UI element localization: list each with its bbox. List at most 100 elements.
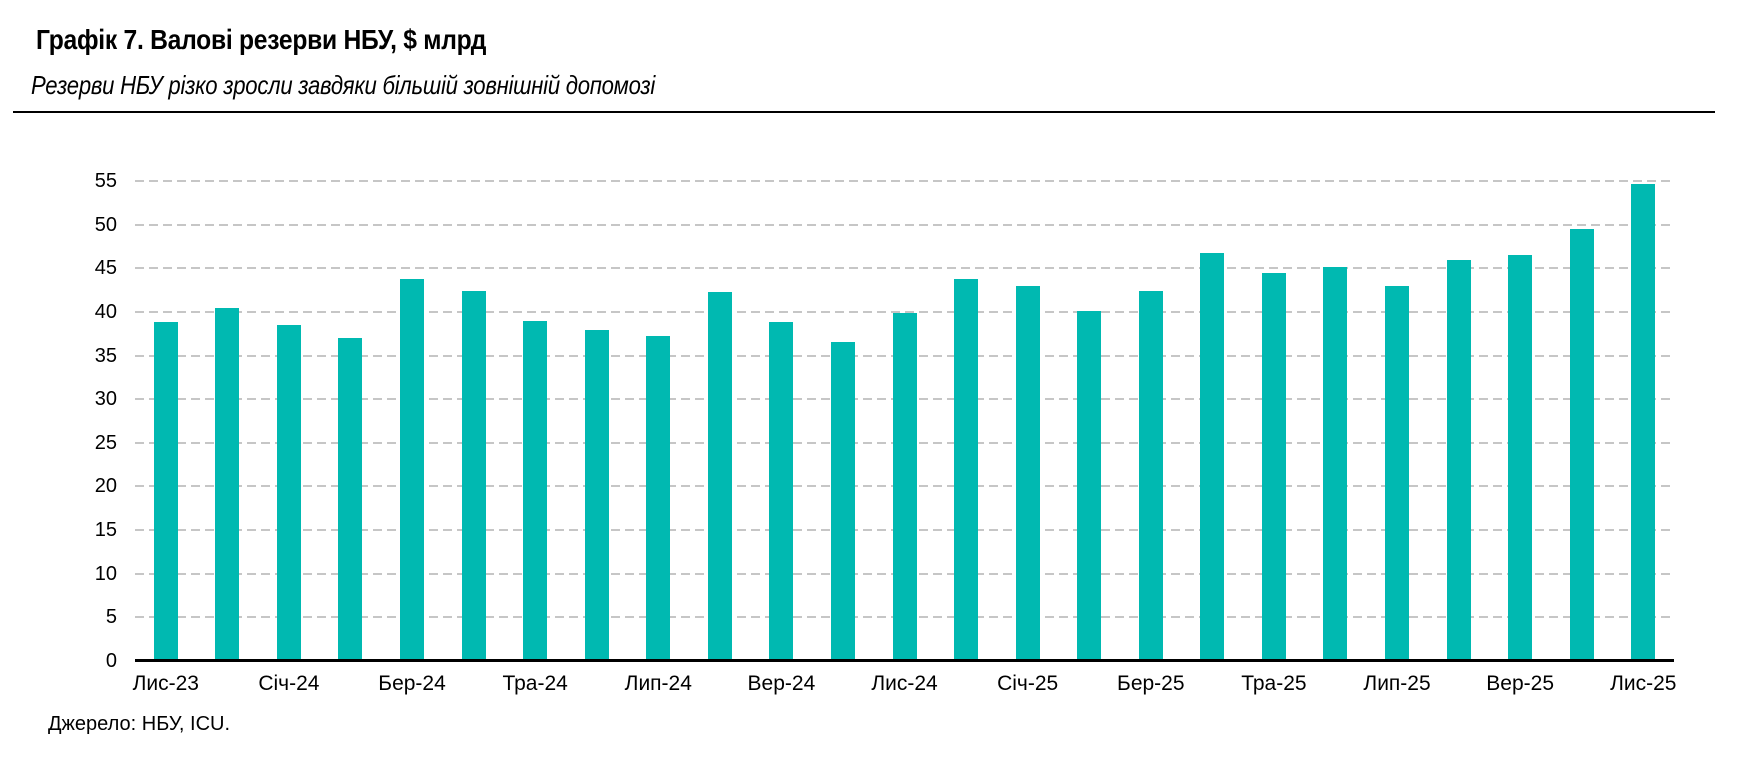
y-tick-label-55: 55 — [94, 170, 117, 192]
x-tick-label-Тра-24: Тра-24 — [502, 672, 568, 695]
y-tick-label-30: 30 — [94, 388, 117, 411]
bar-slot-Січ-25 — [997, 181, 1059, 661]
y-axis: 0 5 10 15 20 25 30 35 40 45 50 55 — [0, 171, 117, 671]
x-label-slot-labeled: Вер-25 — [1486, 671, 1555, 699]
bar-Кві-25 — [1200, 253, 1225, 661]
bar-slot-Лют-25 — [1058, 181, 1120, 661]
x-label-slot-empty — [320, 671, 382, 699]
x-axis-labels: Лис-23 Січ-24 Бер-24 Тра-24 Лип-24 Вер-24 Лис-… — [132, 671, 1677, 699]
bar-Гру-24 — [954, 278, 979, 661]
x-tick-label-Бер-25: Бер-25 — [1117, 672, 1185, 695]
x-tick-label-Вер-25: Вер-25 — [1486, 672, 1555, 695]
x-tick-label-Лип-24: Лип-24 — [624, 672, 692, 695]
bar-slot-Лис-25 — [1613, 181, 1675, 661]
bar-slot-Вер-25 — [1489, 181, 1551, 661]
source-note: Джерело: НБУ, ICU. — [48, 713, 231, 735]
bar-Сер-24 — [707, 291, 732, 661]
bar-slot-Бер-24 — [381, 181, 443, 661]
x-label-slot-empty — [1182, 671, 1244, 699]
x-tick-label-Лис-25: Лис-25 — [1610, 672, 1677, 695]
bar-Гру-23 — [215, 307, 240, 661]
bar-slot-Сер-25 — [1428, 181, 1490, 661]
bar-Січ-24 — [276, 325, 301, 661]
bar-Лют-25 — [1077, 311, 1102, 661]
x-label-slot-labeled: Лип-24 — [624, 671, 692, 699]
x-tick-label-Вер-24: Вер-24 — [747, 672, 816, 695]
bar-Січ-25 — [1015, 285, 1040, 661]
x-label-slot-empty — [443, 671, 505, 699]
y-tick-label-40: 40 — [94, 300, 117, 323]
bar-slot-Лис-24 — [874, 181, 936, 661]
bar-slot-Бер-25 — [1120, 181, 1182, 661]
x-tick-label-Лис-24: Лис-24 — [871, 672, 938, 695]
x-label-slot-empty — [689, 671, 751, 699]
bar-Лис-24 — [892, 312, 917, 661]
bar-Бер-25 — [1138, 290, 1163, 661]
bar-Тра-24 — [523, 320, 548, 661]
bar-Жов-25 — [1569, 229, 1594, 661]
bar-slot-Чер-25 — [1305, 181, 1367, 661]
x-label-slot-empty — [197, 671, 259, 699]
x-tick-label-Лис-23: Лис-23 — [132, 672, 199, 695]
bar-slot-Гру-23 — [197, 181, 259, 661]
bar-Бер-24 — [400, 278, 425, 661]
bar-slot-Сер-24 — [689, 181, 751, 661]
y-tick-label-25: 25 — [94, 431, 117, 454]
bar-slot-Січ-24 — [258, 181, 320, 661]
chart-title: Графік 7. Валові резерви НБУ, $ млрд — [36, 24, 487, 55]
bar-Лип-24 — [646, 336, 671, 661]
y-tick-label-45: 45 — [94, 257, 117, 280]
x-label-slot-empty — [935, 671, 997, 699]
gridline-55 — [135, 180, 1674, 182]
x-label-slot-labeled: Тра-25 — [1241, 671, 1307, 699]
bar-Сер-25 — [1446, 259, 1471, 661]
x-axis-line — [135, 659, 1674, 662]
bar-Кві-24 — [461, 290, 486, 661]
chart-subtitle: Резерви НБУ різко зросли завдяки більшій… — [31, 70, 656, 100]
bar-Вер-25 — [1508, 255, 1533, 661]
y-tick-label-5: 5 — [105, 606, 117, 629]
x-label-slot-empty — [1058, 671, 1120, 699]
bar-slot-Тра-25 — [1243, 181, 1305, 661]
x-label-slot-labeled: Бер-25 — [1117, 671, 1185, 699]
bar-slot-Лис-23 — [135, 181, 197, 661]
x-label-slot-labeled: Бер-24 — [378, 671, 446, 699]
bar-slot-Кві-24 — [443, 181, 505, 661]
x-label-slot-empty — [1305, 671, 1367, 699]
bar-Тра-25 — [1261, 272, 1286, 661]
x-label-slot-labeled: Лис-25 — [1610, 671, 1677, 699]
bar-slot-Жов-25 — [1551, 181, 1613, 661]
bar-slot-Вер-24 — [751, 181, 813, 661]
x-label-slot-labeled: Лис-24 — [871, 671, 938, 699]
y-tick-label-20: 20 — [94, 475, 117, 498]
bar-slot-Гру-24 — [935, 181, 997, 661]
x-label-slot-labeled: Січ-24 — [258, 671, 320, 699]
x-label-slot-labeled: Тра-24 — [502, 671, 568, 699]
x-label-slot-empty — [1428, 671, 1490, 699]
bar-Вер-24 — [769, 321, 794, 661]
x-label-slot-empty — [1551, 671, 1613, 699]
x-label-slot-labeled: Вер-24 — [747, 671, 816, 699]
x-label-slot-empty — [566, 671, 628, 699]
bar-slot-Лип-24 — [628, 181, 690, 661]
y-tick-label-0: 0 — [105, 650, 117, 672]
bar-Чер-25 — [1323, 267, 1348, 661]
bar-Лип-25 — [1385, 285, 1410, 661]
x-tick-label-Тра-25: Тра-25 — [1241, 672, 1307, 695]
header-divider — [13, 111, 1715, 113]
x-label-slot-labeled: Лип-25 — [1363, 671, 1430, 699]
y-tick-label-15: 15 — [94, 519, 117, 542]
x-label-slot-labeled: Січ-25 — [997, 671, 1059, 699]
x-label-slot-empty — [812, 671, 874, 699]
bar-slot-Кві-25 — [1182, 181, 1244, 661]
bar-slot-Лют-24 — [320, 181, 382, 661]
x-label-slot-labeled: Лис-23 — [132, 671, 199, 699]
bar-Жов-24 — [830, 341, 855, 661]
plot-area — [135, 180, 1675, 662]
bar-slot-Чер-24 — [566, 181, 628, 661]
x-tick-label-Бер-24: Бер-24 — [378, 672, 446, 695]
gridline-50 — [135, 223, 1674, 226]
bar-slot-Лип-25 — [1366, 181, 1428, 661]
bar-Чер-24 — [584, 330, 609, 661]
